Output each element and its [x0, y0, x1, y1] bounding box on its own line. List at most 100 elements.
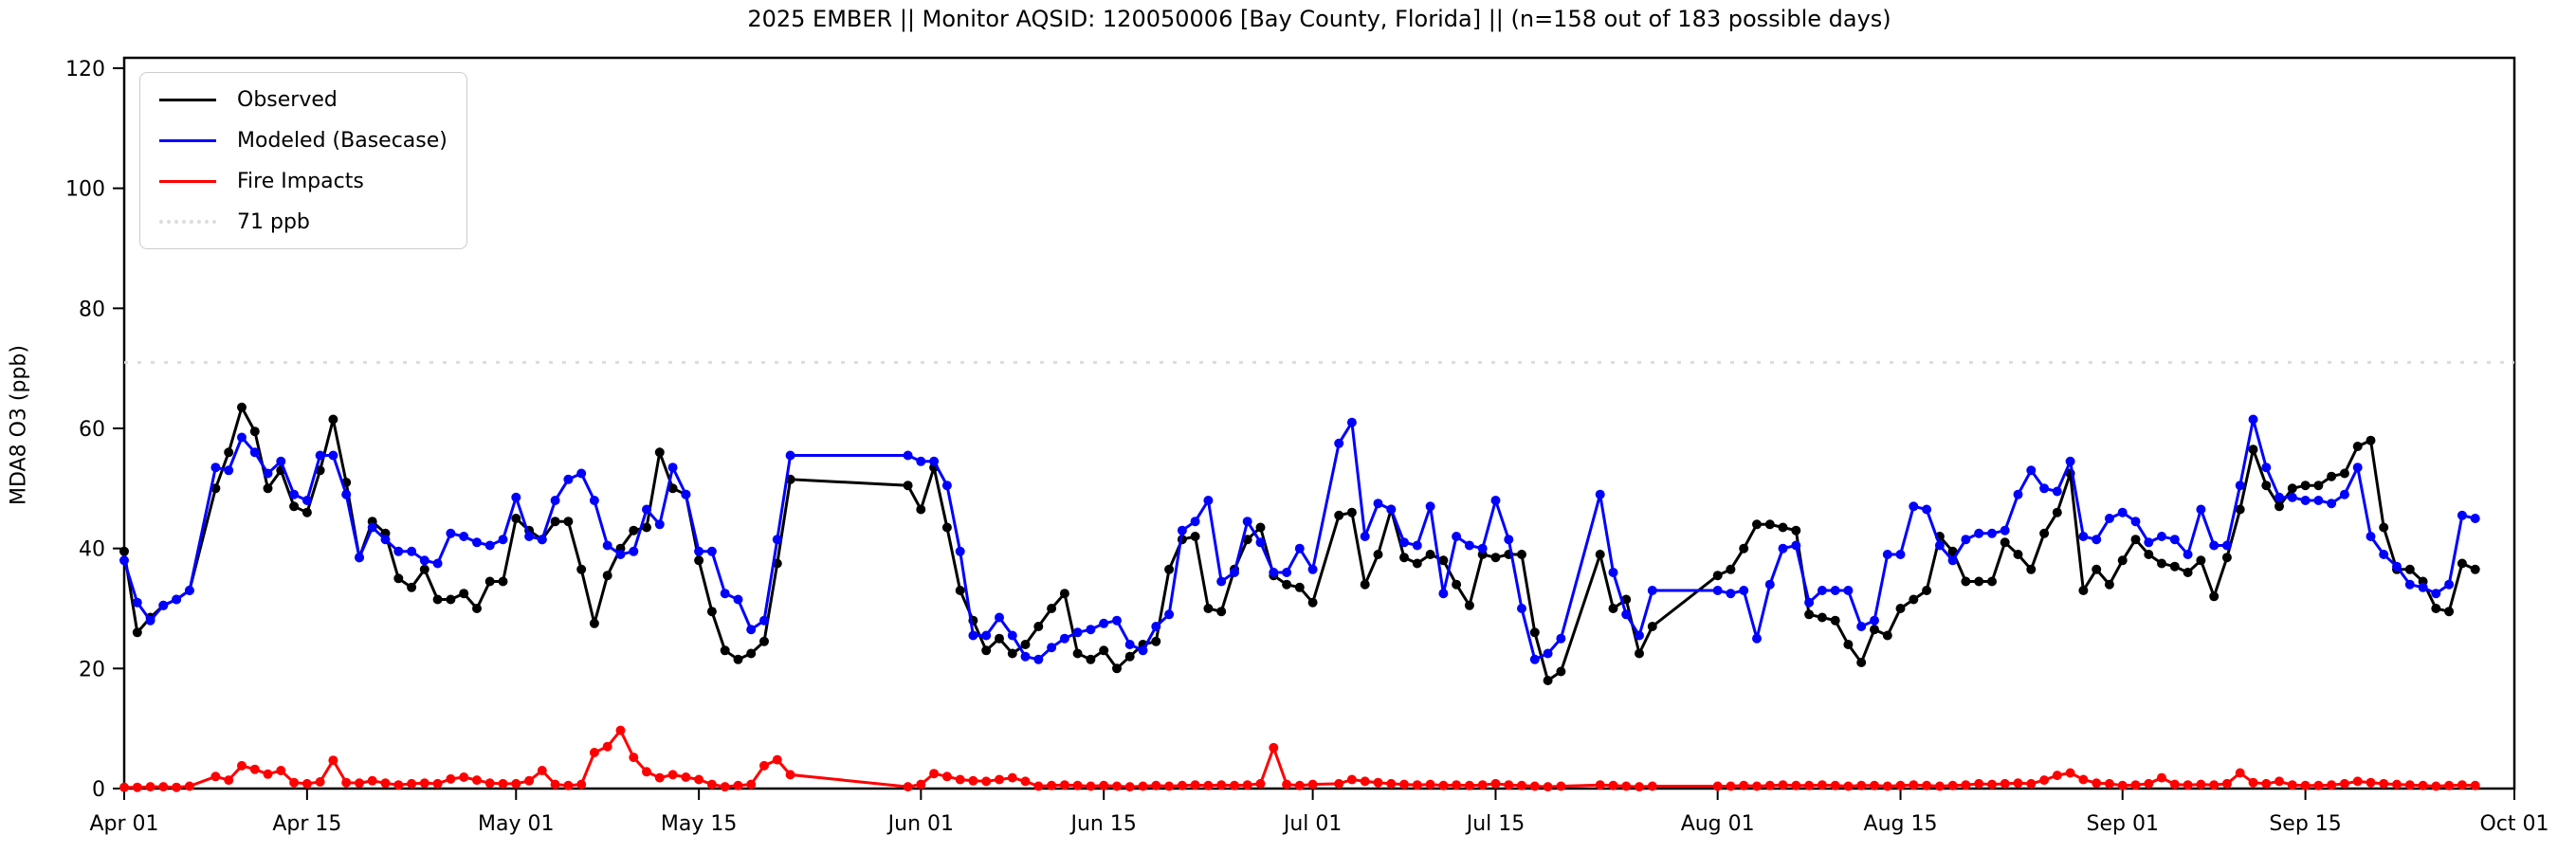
- modeled-basecase-point: [1922, 504, 1932, 515]
- y-tick-label: 0: [92, 778, 105, 802]
- modeled-basecase-point: [1346, 417, 1357, 427]
- fire-impacts-point: [1399, 779, 1409, 789]
- observed-point: [2157, 558, 2166, 569]
- observed-point: [2352, 442, 2363, 451]
- fire-impacts-point: [1294, 780, 1305, 790]
- fire-impacts-point: [615, 725, 626, 735]
- x-tick-label: Jul 15: [1465, 812, 1526, 836]
- fire-impacts-point: [1334, 778, 1344, 789]
- modeled-basecase-point: [1464, 540, 1474, 551]
- fire-impacts-point: [2327, 780, 2337, 790]
- observed-point: [1843, 640, 1854, 649]
- fire-impacts-point: [1438, 780, 1449, 790]
- modeled-basecase-point: [1282, 568, 1292, 577]
- observed-point: [263, 483, 273, 494]
- fire-impacts-point: [667, 770, 678, 780]
- y-tick-label: 100: [65, 178, 105, 202]
- fire-impacts-point: [1817, 780, 1827, 790]
- observed-point: [2275, 501, 2284, 512]
- fire-impacts-point: [1124, 782, 1135, 792]
- observed-point: [1438, 555, 1449, 566]
- observed-point: [484, 576, 495, 587]
- observed-point: [2327, 471, 2337, 481]
- fire-impacts-point: [249, 764, 260, 774]
- fire-impacts-point: [472, 775, 482, 786]
- fire-impacts-point: [706, 779, 717, 789]
- observed-point: [667, 483, 678, 494]
- observed-point: [589, 618, 599, 628]
- fire-impacts-point: [1007, 772, 1017, 783]
- observed-point: [629, 525, 639, 535]
- modeled-basecase-point: [1987, 528, 1997, 538]
- observed-point: [2117, 555, 2128, 566]
- fire-impacts-point: [1895, 780, 1906, 790]
- fire-impacts-point: [2275, 776, 2284, 787]
- modeled-basecase-point: [393, 546, 404, 556]
- fire-impacts-point: [1504, 780, 1514, 790]
- x-tick-label: Sep 15: [2269, 812, 2341, 836]
- observed-point: [224, 447, 234, 458]
- observed-point: [1203, 604, 1214, 613]
- modeled-basecase-point: [785, 450, 795, 461]
- fire-impacts-point: [172, 782, 182, 792]
- observed-point: [1216, 607, 1227, 617]
- observed-point: [1870, 625, 1879, 635]
- modeled-basecase-point: [1726, 589, 1736, 599]
- modeled-basecase-point: [2144, 537, 2154, 548]
- fire-impacts-point: [1856, 780, 1867, 790]
- modeled-basecase-point: [1647, 586, 1657, 595]
- modeled-basecase-point: [589, 496, 599, 505]
- fire-impacts-point: [1791, 780, 1801, 790]
- modeled-basecase-point: [1334, 438, 1344, 448]
- modeled-line-icon: [159, 138, 216, 142]
- fire-impacts-point: [2379, 778, 2389, 789]
- modeled-basecase-point: [2183, 550, 2193, 559]
- observed-point: [119, 546, 129, 556]
- fire-impacts-point: [2039, 775, 2050, 786]
- modeled-basecase-point: [929, 456, 940, 466]
- modeled-basecase-point: [1635, 630, 1644, 641]
- fire-impacts-point: [2169, 779, 2180, 789]
- observed-point: [2366, 435, 2376, 445]
- modeled-basecase-point: [733, 594, 743, 605]
- modeled-basecase-point: [2000, 525, 2010, 535]
- fire-impacts-point: [1804, 780, 1815, 790]
- modeled-basecase-point: [1804, 597, 1815, 608]
- fire-impacts-point: [955, 774, 965, 785]
- observed-point: [1242, 535, 1252, 545]
- modeled-basecase-point: [1099, 618, 1109, 628]
- x-tick-label: Apr 15: [272, 812, 341, 836]
- fire-impacts-point: [1517, 780, 1526, 790]
- modeled-basecase-point: [968, 630, 978, 641]
- modeled-basecase-point: [2026, 465, 2037, 476]
- observed-point: [706, 607, 717, 617]
- fire-impacts-point: [367, 775, 377, 786]
- observed-point: [1020, 640, 1031, 649]
- legend-label-observed: Observed: [237, 87, 338, 112]
- modeled-basecase-point: [1124, 640, 1135, 649]
- modeled-basecase-point: [1216, 576, 1227, 587]
- modeled-basecase-point: [249, 447, 260, 458]
- fire-impacts-point: [1490, 778, 1501, 789]
- modeled-basecase-point: [2169, 535, 2180, 545]
- modeled-basecase-point: [2248, 414, 2258, 425]
- modeled-basecase-point: [498, 535, 508, 545]
- fire-impacts-point: [1882, 781, 1892, 791]
- observed-point: [210, 483, 221, 494]
- fire-impacts-point: [2092, 778, 2102, 789]
- observed-point: [759, 636, 769, 646]
- modeled-basecase-point: [1007, 630, 1017, 641]
- observed-point: [1334, 510, 1344, 520]
- modeled-basecase-point: [2431, 589, 2441, 599]
- fire-impacts-point: [2144, 778, 2154, 789]
- observed-point: [1856, 658, 1867, 667]
- observed-point: [2261, 481, 2272, 491]
- y-tick-label: 60: [79, 418, 105, 442]
- fire-impacts-point: [2065, 768, 2075, 778]
- fire-impacts-point: [1346, 774, 1357, 785]
- fire-impacts-point: [1621, 781, 1632, 791]
- observed-point: [2444, 607, 2455, 617]
- modeled-basecase-point: [1373, 499, 1383, 509]
- modeled-basecase-point: [903, 450, 913, 461]
- modeled-basecase-point: [2013, 489, 2023, 499]
